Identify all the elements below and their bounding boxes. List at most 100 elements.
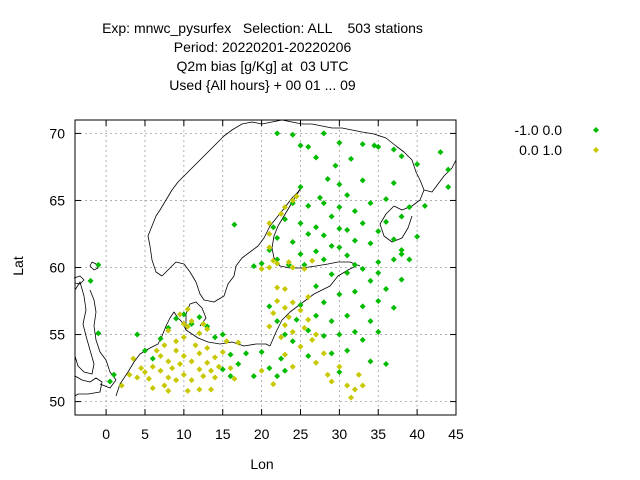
title-line-variable: Q2m bias [g/Kg] at 03 UTC [176,58,349,74]
data-point-series-2 [266,323,273,330]
data-point-series-2 [173,338,180,345]
data-point-series-1 [336,139,343,146]
data-point-series-1 [141,347,148,354]
data-point-series-1 [266,365,273,372]
data-point-series-2 [258,367,265,374]
data-point-series-2 [285,259,292,266]
data-point-series-1 [297,184,304,191]
data-point-series-1 [359,265,366,272]
data-point-series-2 [165,327,172,334]
data-point-series-2 [204,344,211,351]
data-point-series-2 [313,359,320,366]
data-point-series-2 [153,347,160,354]
data-point-series-2 [176,361,183,368]
data-point-series-2 [328,378,335,385]
data-point-series-2 [145,375,152,382]
data-point-series-2 [157,353,164,359]
data-point-series-2 [161,382,168,389]
data-point-series-1 [328,318,335,325]
title-line-hours: Used {All hours} + 00 01 ... 09 [169,77,356,93]
data-point-series-1 [250,373,257,380]
data-point-series-2 [355,371,362,378]
data-point-series-2 [180,320,187,327]
data-point-series-2 [180,353,187,359]
data-point-series-1 [367,277,374,284]
data-point-series-2 [297,307,304,314]
legend-marker [593,147,599,153]
data-point-series-1 [390,304,397,311]
data-point-series-1 [313,312,320,319]
data-point-series-2 [196,350,203,357]
data-point-series-2 [274,284,281,291]
data-point-series-1 [359,336,366,343]
data-point-series-1 [320,256,327,263]
data-point-series-1 [336,244,343,251]
legend-marker [593,127,599,133]
chart-title: Exp: mnwc_pysurfex Selection: ALL 503 st… [0,19,525,95]
data-point-series-2 [219,348,226,355]
data-point-series-1 [375,298,382,305]
y-axis-label: Lat [10,256,26,276]
data-point-series-2 [289,197,296,204]
data-point-series-2 [270,310,277,317]
data-point-series-1 [414,233,421,240]
data-point-series-2 [351,386,358,393]
data-point-series-1 [390,236,397,243]
data-point-series-2 [278,210,285,217]
data-point-series-2 [215,363,222,370]
data-point-series-1 [274,130,281,137]
data-point-series-1 [134,331,141,338]
data-point-series-2 [289,328,296,335]
data-point-series-1 [320,200,327,207]
data-point-series-2 [359,382,366,389]
data-point-series-1 [305,327,312,334]
x-tick-label: 40 [409,426,425,442]
data-point-series-2 [208,367,215,374]
data-point-series-1 [305,230,312,237]
data-point-series-1 [281,216,288,223]
data-point-series-2 [293,193,300,200]
data-point-series-1 [313,224,320,231]
data-point-series-1 [359,141,366,148]
data-point-series-1 [258,260,265,267]
data-point-series-1 [305,202,312,209]
data-point-series-1 [320,232,327,239]
data-point-series-2 [130,355,137,362]
data-point-series-2 [196,386,203,393]
data-point-series-1 [258,348,265,355]
x-tick-label: 15 [215,426,231,442]
data-point-series-2 [211,354,218,361]
x-tick-label: 30 [332,426,348,442]
data-point-series-2 [289,299,296,306]
data-point-series-1 [270,224,277,231]
data-point-series-1 [375,228,382,235]
data-point-series-2 [274,260,281,267]
data-point-series-2 [289,363,296,370]
data-point-series-1 [173,315,180,322]
x-tick-label: 45 [448,426,464,442]
data-point-series-1 [398,213,405,220]
legend-label: 0.0 1.0 [519,142,562,158]
data-point-series-1 [398,153,405,160]
data-point-series-1 [375,269,382,276]
data-point-series-1 [266,303,273,310]
data-point-series-2 [281,204,288,211]
data-point-series-2 [165,374,172,381]
data-point-series-2 [204,359,211,366]
data-point-series-1 [367,200,374,207]
data-point-series-2 [184,323,191,330]
data-point-series-1 [383,196,390,203]
data-point-series-1 [367,240,374,247]
data-point-series-1 [351,208,358,215]
data-point-series-2 [180,371,187,378]
y-tick-label: 50 [49,394,65,410]
data-point-series-2 [305,316,312,323]
data-point-series-1 [336,291,343,298]
data-point-series-1 [351,261,358,268]
data-point-series-2 [134,374,141,381]
data-point-series-1 [274,318,281,325]
data-point-series-1 [328,350,335,357]
title-line-experiment: Exp: mnwc_pysurfex Selection: ALL 503 st… [102,20,423,36]
data-point-series-1 [336,369,343,376]
data-point-series-2 [320,350,327,357]
